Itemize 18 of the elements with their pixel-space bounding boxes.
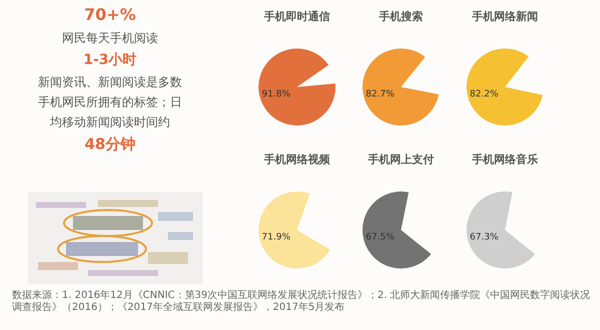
source-note: 数据来源：1. 2016年12月《CNNIC：第39次中国互联网络发展状况统计报告》；2. 北师大新闻传播学院《中国网民数字阅读状况调查报告》（2016）；《2017年全域互联网发展报告》，2017年5月发布 xyxy=(12,290,592,314)
text: 网民每天手机阅读 xyxy=(61,30,159,47)
data-label: 67.3% xyxy=(470,232,499,243)
chart-title: 手机网上支付 xyxy=(367,153,434,166)
text: 70+% xyxy=(83,4,137,26)
text: 48分钟 xyxy=(84,134,136,155)
chart-title: 手机搜索 xyxy=(378,10,423,23)
chart-title: 手机网络新闻 xyxy=(471,10,538,23)
chart-title: 手机网络音乐 xyxy=(471,153,538,166)
data-label: 82.2% xyxy=(470,90,499,100)
text: 1-3小时 xyxy=(82,51,138,70)
data-label: 67.5% xyxy=(366,232,395,243)
chart-title: 手机网络视频 xyxy=(263,153,331,166)
text: 新闻资讯、新闻阅读是多数手机网民所拥有的标签；日均移动新闻阅读时间约 xyxy=(37,74,183,131)
data-label: 71.9% xyxy=(262,232,291,243)
data-label: 91.8% xyxy=(262,90,291,100)
data-label: 82.7% xyxy=(366,90,395,100)
chart-title: 手机即时通信 xyxy=(263,10,330,23)
